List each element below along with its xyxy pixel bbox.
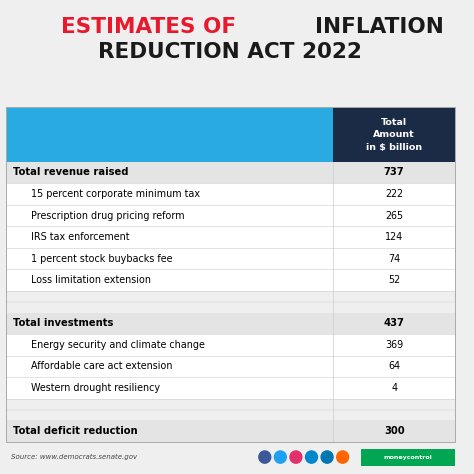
Text: IRS tax enforcement: IRS tax enforcement xyxy=(31,232,130,242)
Text: 222: 222 xyxy=(385,189,403,199)
Text: 64: 64 xyxy=(388,362,400,372)
Text: Total revenue raised: Total revenue raised xyxy=(13,167,128,177)
Circle shape xyxy=(259,451,271,463)
FancyBboxPatch shape xyxy=(6,205,455,226)
FancyBboxPatch shape xyxy=(6,334,455,356)
FancyBboxPatch shape xyxy=(361,449,455,465)
FancyBboxPatch shape xyxy=(6,312,455,334)
Text: Affordable care act extension: Affordable care act extension xyxy=(31,362,173,372)
Circle shape xyxy=(306,451,318,463)
Text: 265: 265 xyxy=(385,210,403,220)
Text: moneycontrol: moneycontrol xyxy=(384,455,432,460)
FancyBboxPatch shape xyxy=(6,162,455,183)
Text: 15 percent corporate minimum tax: 15 percent corporate minimum tax xyxy=(31,189,201,199)
Text: ESTIMATES OF: ESTIMATES OF xyxy=(61,18,244,37)
Text: Prescription drug pricing reform: Prescription drug pricing reform xyxy=(31,210,185,220)
FancyBboxPatch shape xyxy=(6,420,455,442)
FancyBboxPatch shape xyxy=(6,356,455,377)
Circle shape xyxy=(290,451,302,463)
Text: 52: 52 xyxy=(388,275,400,285)
Text: Total
Amount
in $ billion: Total Amount in $ billion xyxy=(366,118,422,152)
Text: Western drought resiliency: Western drought resiliency xyxy=(31,383,160,393)
Text: Source: www.democrats.senate.gov: Source: www.democrats.senate.gov xyxy=(10,454,137,460)
FancyBboxPatch shape xyxy=(6,108,334,162)
FancyBboxPatch shape xyxy=(334,108,455,162)
Text: 437: 437 xyxy=(384,319,405,328)
Text: Loss limitation extension: Loss limitation extension xyxy=(31,275,151,285)
FancyBboxPatch shape xyxy=(6,248,455,269)
Text: 300: 300 xyxy=(384,426,404,436)
Text: REDUCTION ACT 2022: REDUCTION ACT 2022 xyxy=(99,42,362,62)
Circle shape xyxy=(321,451,333,463)
Text: 74: 74 xyxy=(388,254,401,264)
FancyBboxPatch shape xyxy=(6,183,455,205)
Circle shape xyxy=(274,451,286,463)
Text: 124: 124 xyxy=(385,232,403,242)
Text: Total investments: Total investments xyxy=(13,319,113,328)
FancyBboxPatch shape xyxy=(6,269,455,291)
FancyBboxPatch shape xyxy=(6,291,455,312)
Text: Total deficit reduction: Total deficit reduction xyxy=(13,426,137,436)
FancyBboxPatch shape xyxy=(6,377,455,399)
FancyBboxPatch shape xyxy=(6,399,455,420)
Circle shape xyxy=(337,451,348,463)
Text: Energy security and climate change: Energy security and climate change xyxy=(31,340,205,350)
Text: INFLATION: INFLATION xyxy=(315,18,444,37)
Text: 369: 369 xyxy=(385,340,403,350)
FancyBboxPatch shape xyxy=(6,226,455,248)
Text: 737: 737 xyxy=(384,167,404,177)
Text: 1 percent stock buybacks fee: 1 percent stock buybacks fee xyxy=(31,254,173,264)
Text: 4: 4 xyxy=(391,383,397,393)
